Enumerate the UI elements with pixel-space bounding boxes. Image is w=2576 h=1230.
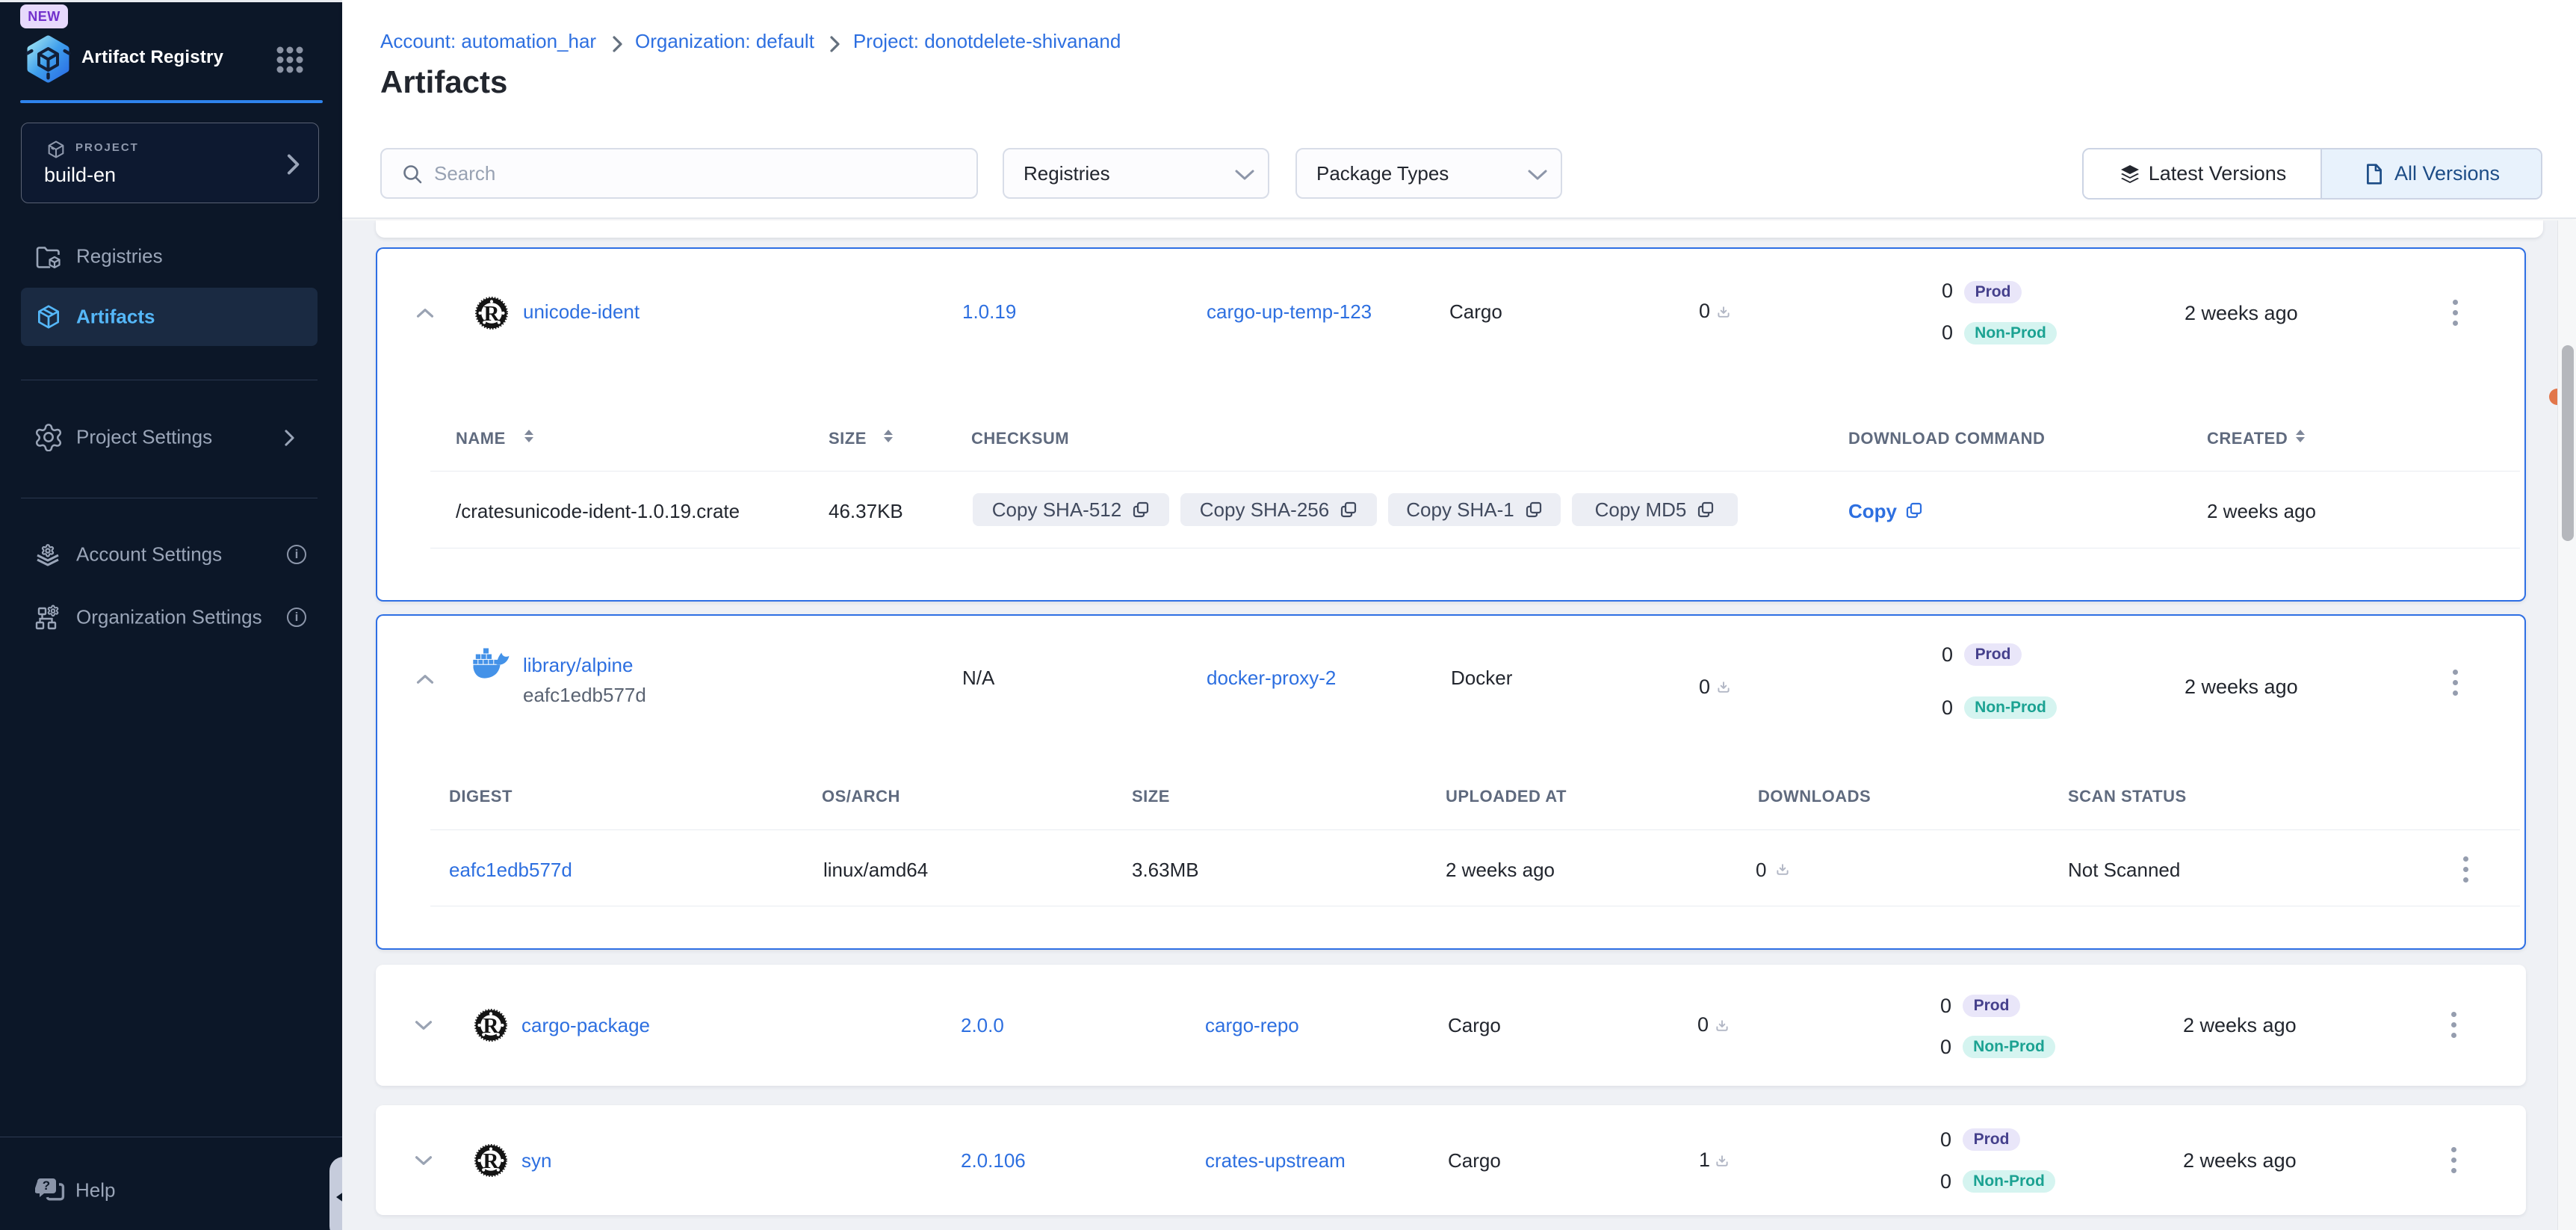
svg-text:?: ? <box>43 1178 50 1193</box>
